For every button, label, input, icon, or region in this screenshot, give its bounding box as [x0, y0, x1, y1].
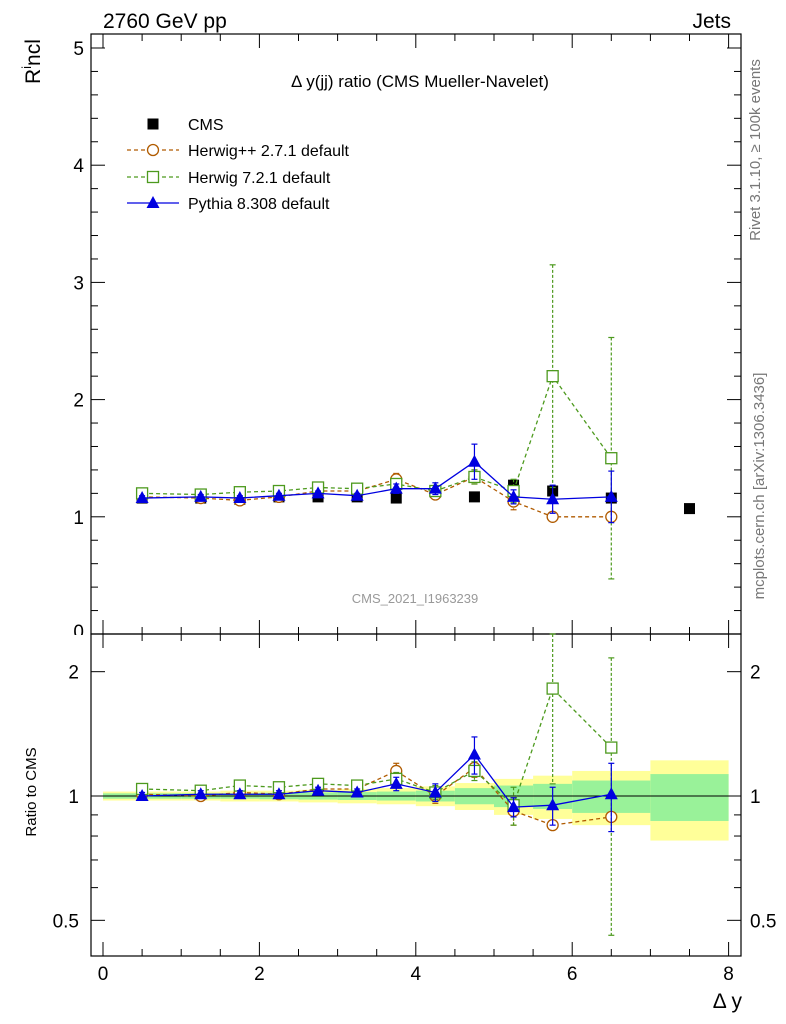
series-line-main: [142, 374, 612, 496]
herwigpp-point: [146, 143, 160, 157]
ratio-y-tick-label-right: 1: [750, 787, 761, 808]
x-axis-label: Δ y: [713, 990, 743, 1013]
axes: 0 2 4 6 8 1 2 3 4 5 0 0.5 0.5 1 1 2 2: [53, 33, 776, 985]
cms-point: [684, 503, 695, 515]
pythia-point: [546, 798, 560, 811]
x-tick-label: 4: [411, 964, 422, 985]
legend-label: Herwig++ 2.7.1 default: [188, 143, 350, 160]
ratio-y-tick-label: 1: [68, 787, 79, 808]
x-tick-label: 6: [567, 964, 578, 985]
pythia-point: [350, 785, 364, 798]
pythia-point: [604, 787, 618, 800]
y-tick-label-main: 4: [73, 156, 84, 177]
x-tick-label: 0: [98, 964, 109, 985]
header-right: Jets: [692, 10, 731, 33]
pythia-point: [194, 489, 208, 502]
pythia-point: [135, 491, 149, 504]
pythia-point: [389, 481, 403, 494]
y-tick-label-main-zero: 0: [73, 622, 84, 643]
series-line-ratio: [142, 766, 612, 826]
pythia-point: [546, 492, 560, 505]
pythia-point: [428, 481, 442, 494]
mcplots-label: mcplots.cern.ch [arXiv:1306.3436]: [751, 373, 768, 600]
ratio-y-tick-label-right: 0.5: [750, 911, 776, 932]
pythia-point: [233, 491, 247, 504]
chart-title: Δ y(jj) ratio (CMS Mueller-Navelet): [291, 72, 549, 91]
legend-label: CMS: [188, 117, 224, 134]
x-tick-label: 2: [254, 964, 265, 985]
pythia-point: [507, 800, 521, 813]
herwig7-point: [146, 170, 160, 184]
ratio-y-tick-label: 2: [68, 663, 79, 684]
ratio-y-tick-label-right: 2: [750, 663, 761, 684]
pythia-point: [311, 783, 325, 796]
series-line-ratio: [142, 687, 612, 807]
pythia-point: [311, 486, 325, 499]
cms-point: [147, 118, 159, 130]
header-left: 2760 GeV pp: [103, 10, 227, 33]
y-tick-label-main: 3: [73, 273, 84, 294]
rivet-label: Rivet 3.1.10, ≥ 100k events: [747, 59, 764, 241]
pythia-point: [428, 785, 442, 798]
herwig7-point: [605, 452, 618, 465]
series-line-main: [142, 460, 612, 500]
pythia-point: [389, 776, 403, 789]
cms-point: [468, 491, 480, 503]
pythia-point: [146, 196, 160, 208]
series-line-main: [142, 476, 612, 518]
pythia-point: [194, 787, 208, 800]
herwig7-point: [546, 370, 559, 383]
series-line-ratio: [142, 753, 612, 808]
y-axis-label-main: Rincl: [19, 39, 45, 84]
y-tick-label-main: 1: [73, 508, 84, 529]
legend-label: Pythia 8.308 default: [188, 196, 330, 213]
svg-text:Rincl: Rincl: [19, 39, 45, 84]
pythia-point: [233, 787, 247, 800]
herwig7-point: [605, 741, 618, 754]
pythia-point: [272, 488, 286, 501]
zero-mask: [60, 635, 90, 655]
herwig7-point: [546, 682, 559, 695]
x-tick-label: 8: [723, 964, 734, 985]
series-layer: [135, 264, 695, 936]
y-tick-label-main: 5: [73, 39, 84, 60]
y-tick-label-main: 2: [73, 391, 84, 412]
watermark: CMS_2021_I1963239: [352, 591, 479, 606]
cms-point: [390, 492, 402, 504]
pythia-point: [467, 454, 481, 467]
y-axis-label-ratio: Ratio to CMS: [23, 747, 40, 836]
pythia-point: [467, 747, 481, 760]
band-inner: [650, 774, 729, 821]
legend: CMS Herwig++ 2.7.1 default Herwig 7.2.1 de…: [127, 117, 350, 213]
pythia-point: [272, 787, 286, 800]
ratio-y-tick-label: 0.5: [53, 911, 79, 932]
legend-label: Herwig 7.2.1 default: [188, 170, 331, 187]
pythia-point: [135, 789, 149, 801]
pythia-point: [604, 489, 618, 502]
pythia-point: [507, 489, 521, 502]
pythia-point: [350, 488, 364, 501]
